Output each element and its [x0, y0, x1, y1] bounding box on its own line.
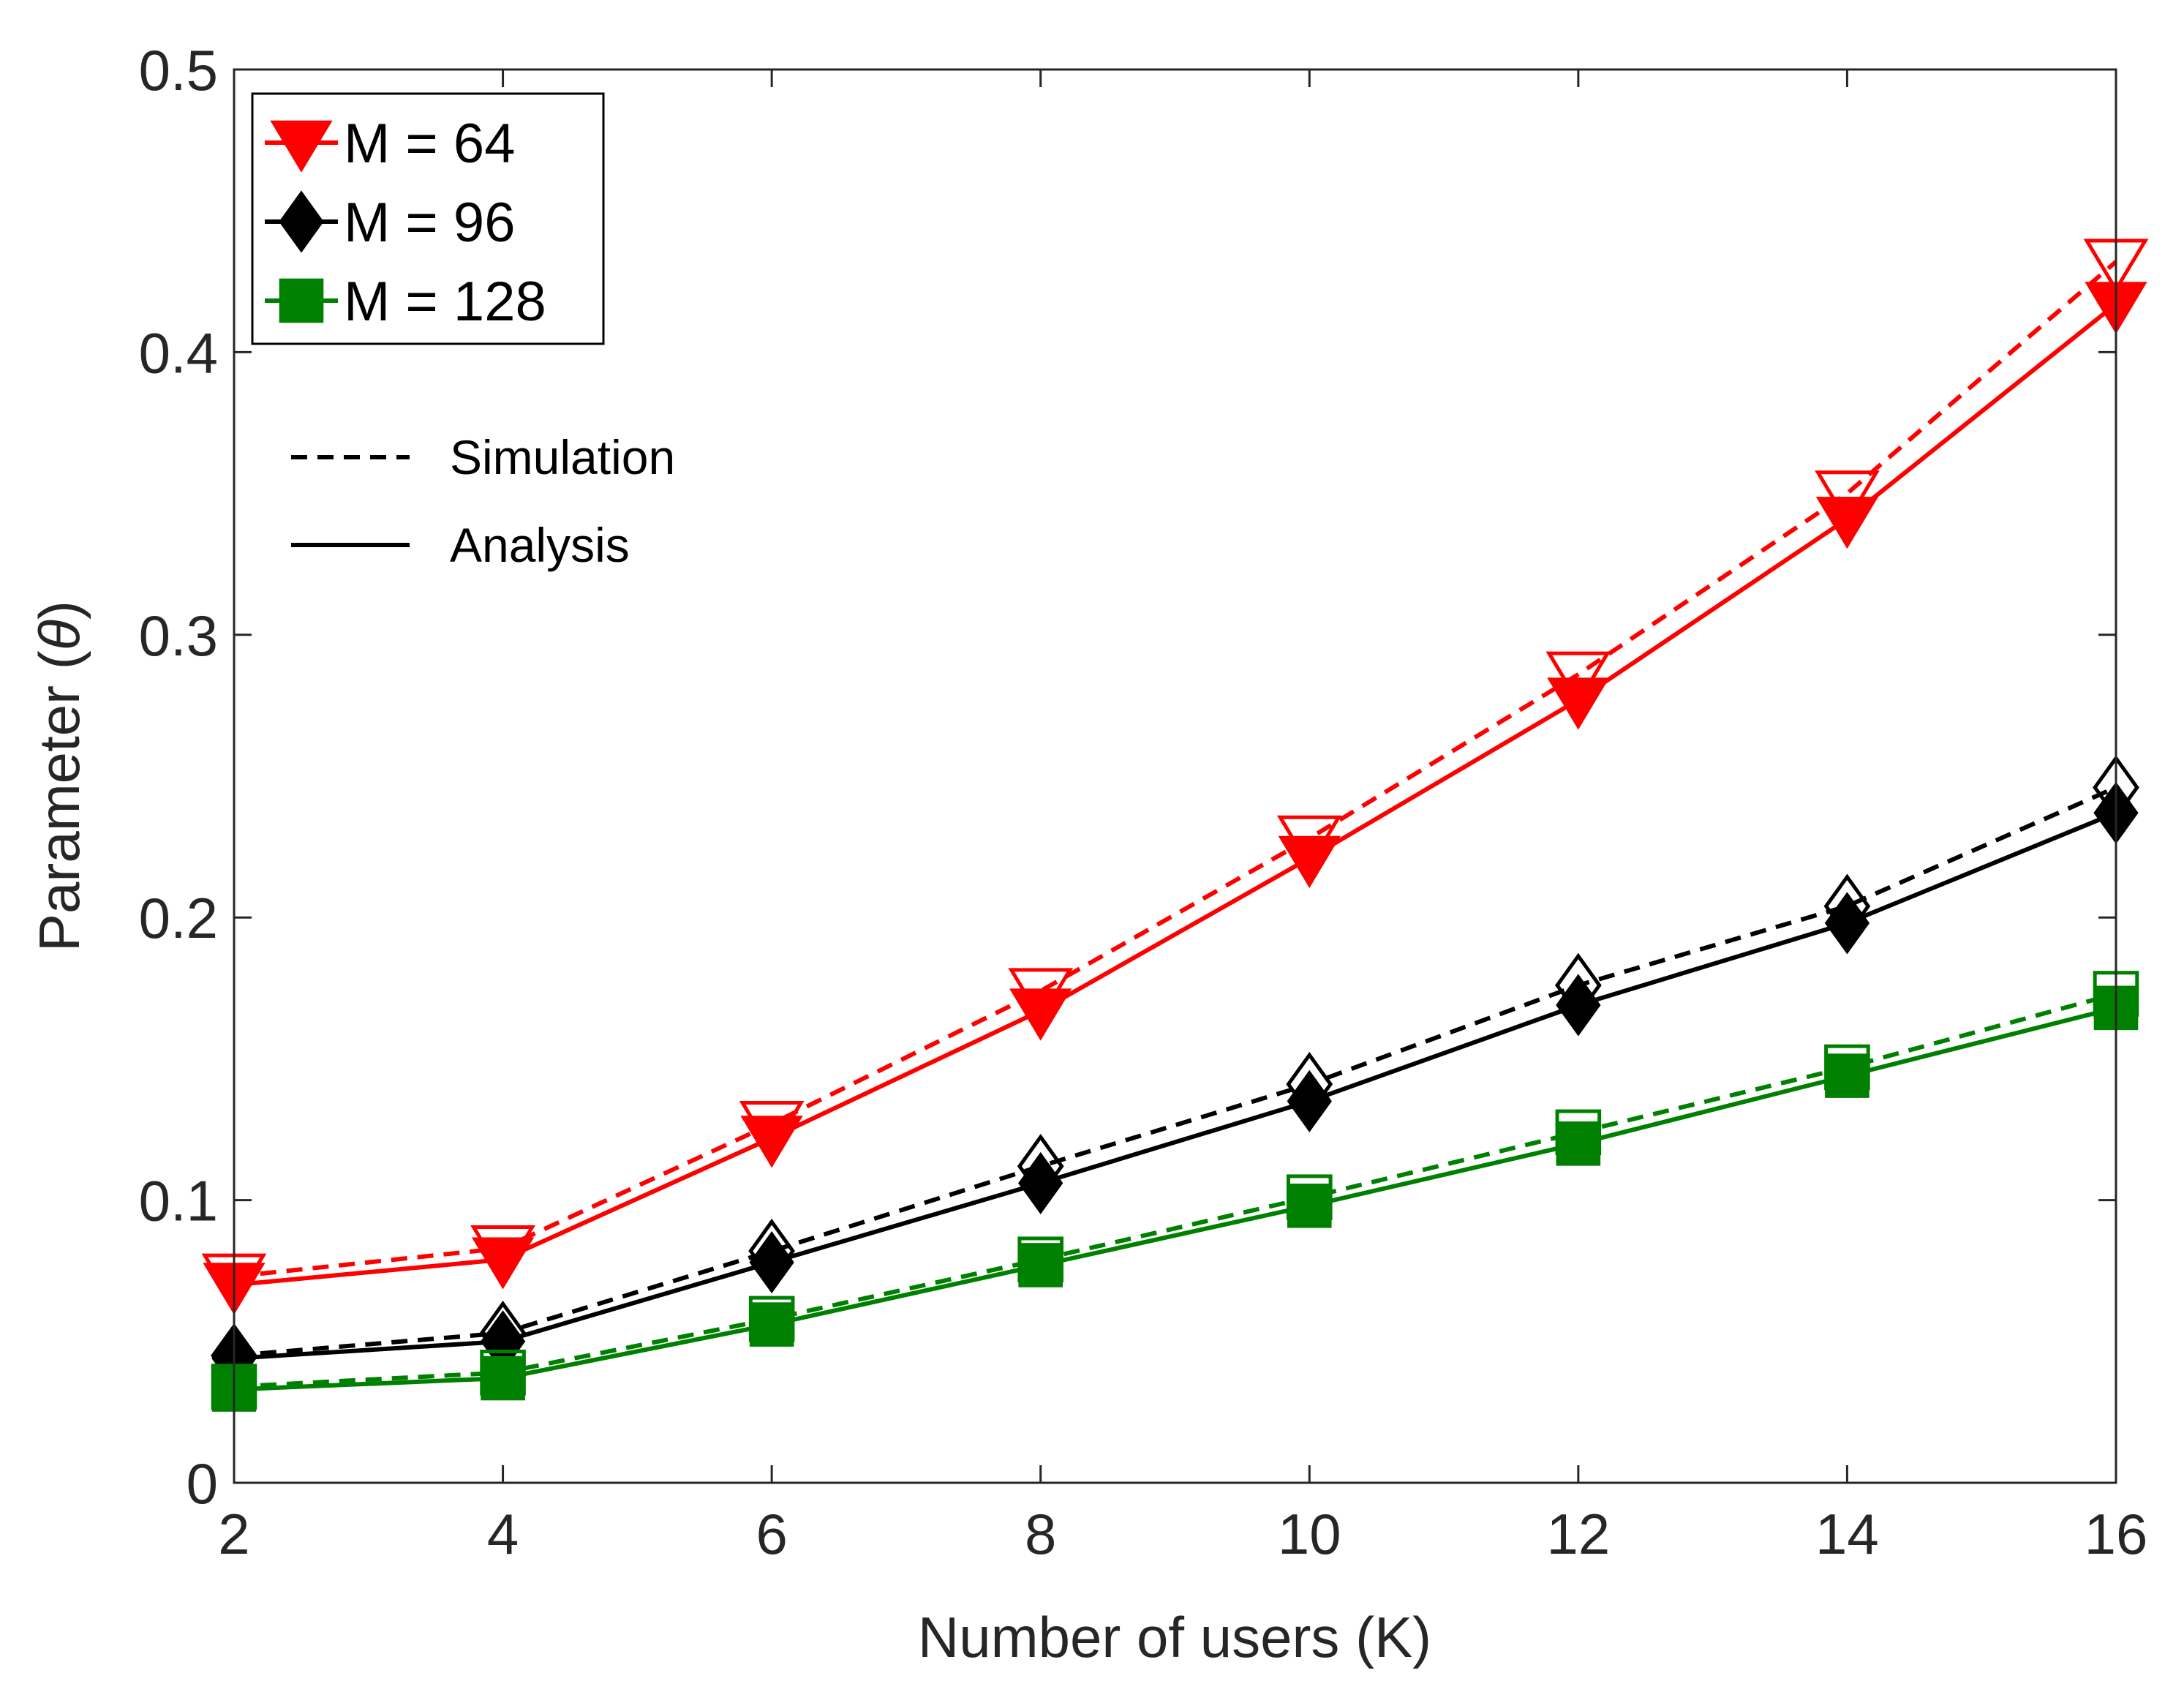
x-tick-label-2: 2: [218, 1502, 249, 1566]
style-legend: Simulation Analysis: [291, 430, 675, 572]
analysis-point-m64-4: [471, 1237, 535, 1290]
x-tick-label-14: 14: [1815, 1502, 1879, 1566]
plot-frame: [233, 68, 2117, 1484]
x-axis-title: Number of users (K): [918, 1605, 1431, 1669]
analysis-point-m64-8: [1009, 988, 1072, 1041]
y-tick-label-3: 0.3: [139, 604, 218, 668]
series-m96: [211, 755, 2139, 1390]
analysis-line-m96: [233, 811, 2117, 1361]
analysis-point-m128-14: [1825, 1053, 1869, 1098]
simulation-line-m64: [233, 260, 2117, 1279]
series-legend: M = 64 M = 96 M = 128: [251, 92, 605, 345]
simulation-line-m128: [233, 991, 2117, 1389]
x-tick-label-8: 8: [1025, 1502, 1056, 1566]
x-tick-label-4: 4: [487, 1502, 519, 1566]
simulation-line-m96: [233, 785, 2117, 1358]
analysis-point-m64-14: [1815, 497, 1879, 549]
legend-label-m128: M = 128: [344, 271, 546, 333]
analysis-point-m64-6: [740, 1116, 803, 1168]
analysis-point-m96-6: [749, 1231, 794, 1294]
analysis-point-m128-8: [1018, 1243, 1063, 1287]
x-tick-label-6: 6: [756, 1502, 787, 1566]
y-axis-title-symbol: θ: [27, 620, 91, 650]
y-tick-label-2: 0.2: [139, 886, 218, 950]
analysis-point-m128-10: [1287, 1184, 1332, 1228]
analysis-point-m64-10: [1278, 835, 1341, 888]
x-tick-label-12: 12: [1546, 1502, 1610, 1566]
analysis-line-m128: [233, 1005, 2117, 1392]
y-tick-label-4: 0.4: [139, 320, 218, 385]
style-legend-analysis: Analysis: [450, 518, 630, 572]
y-tick-label-5: 0.5: [139, 38, 218, 102]
tick-labels: 2 4 6 8 10 12 14 16 0 0.1 0.2 0.3 0.4 0.5: [139, 38, 2148, 1566]
analysis-line-m64: [233, 302, 2117, 1287]
y-axis-title: Parameter (θ): [27, 601, 91, 952]
y-axis-title-main: Parameter (: [27, 650, 91, 952]
y-tick-label-0: 0: [187, 1451, 218, 1516]
analysis-point-m96-8: [1018, 1151, 1063, 1214]
x-tick-label-10: 10: [1278, 1502, 1341, 1566]
analysis-point-m128-12: [1556, 1121, 1601, 1166]
axes: [233, 68, 2117, 1484]
legend-marker-m128: [279, 278, 324, 323]
x-tick-label-16: 16: [2085, 1502, 2148, 1566]
series-m128: [211, 971, 2139, 1412]
analysis-point-m96-14: [1824, 892, 1870, 955]
y-tick-label-1: 0.1: [139, 1169, 218, 1233]
legend-marker-m64: [270, 120, 333, 173]
analysis-point-m96-10: [1287, 1069, 1332, 1132]
legend-entries: [265, 120, 338, 323]
analysis-point-m96-12: [1556, 974, 1601, 1037]
legend-label-m96: M = 96: [344, 192, 515, 254]
legend-marker-m96: [279, 190, 324, 253]
legend-label-m64: M = 64: [344, 113, 515, 175]
y-axis-title-close: ): [27, 601, 91, 620]
analysis-point-m128-4: [481, 1356, 525, 1401]
style-legend-simulation: Simulation: [450, 430, 675, 484]
analysis-point-m128-6: [749, 1302, 794, 1347]
analysis-point-m64-12: [1547, 677, 1610, 730]
